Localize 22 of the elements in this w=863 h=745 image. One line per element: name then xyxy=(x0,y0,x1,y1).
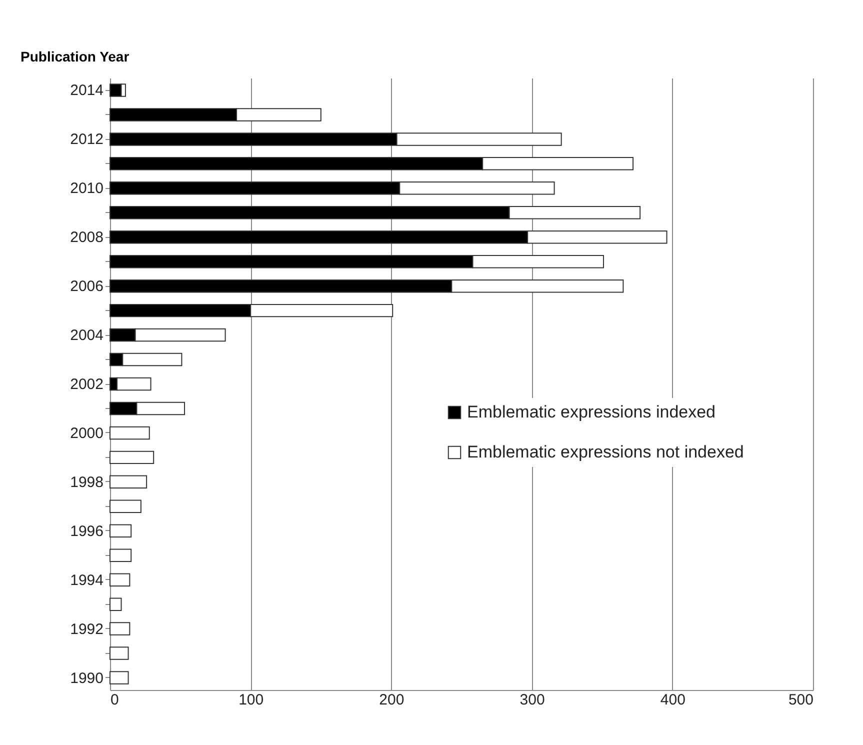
legend-label: Emblematic expressions not indexed xyxy=(467,442,744,462)
y-tick-label: 2010 xyxy=(70,180,104,198)
y-tick-label: 1990 xyxy=(70,670,104,687)
legend-label: Emblematic expressions indexed xyxy=(467,402,716,422)
y-tick-label: 1996 xyxy=(70,522,104,540)
x-tick-label: 0 xyxy=(110,692,119,708)
y-axis-title: Publication Year xyxy=(20,48,130,64)
y-tick-label: 2004 xyxy=(70,327,104,344)
y-tick-label: 1994 xyxy=(70,572,104,589)
y-tick-label: 2002 xyxy=(70,376,104,393)
y-tick-label: 2008 xyxy=(70,229,104,246)
x-tick-label: 400 xyxy=(660,692,686,708)
y-tick-label: 2014 xyxy=(70,82,104,100)
y-tick-label: 1992 xyxy=(70,620,104,638)
y-tick-label: 2000 xyxy=(70,424,104,442)
x-tick-label: 100 xyxy=(238,692,264,708)
x-tick-label: 500 xyxy=(788,692,814,708)
y-tick-label: 2006 xyxy=(70,278,104,296)
x-tick-label: 300 xyxy=(520,692,545,708)
x-tick-label: 200 xyxy=(379,692,404,708)
y-tick-label: 2012 xyxy=(70,131,104,148)
y-tick-label: 1998 xyxy=(70,474,104,491)
